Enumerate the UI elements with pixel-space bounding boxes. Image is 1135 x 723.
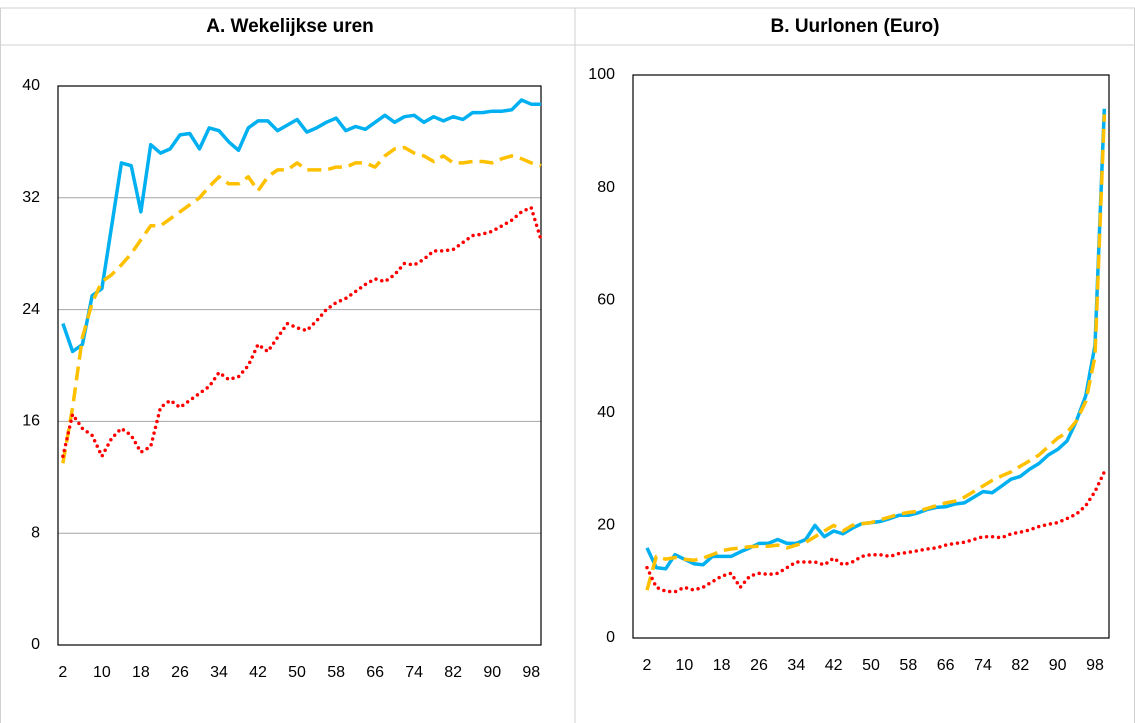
x-tick-label: 66 [366,664,384,681]
y-tick-label: 0 [31,636,40,653]
x-tick-label: 82 [1011,657,1029,674]
x-tick-label: 98 [522,664,540,681]
x-tick-label: 50 [288,664,306,681]
y-tick-label: 16 [22,413,40,430]
series-line [645,470,1107,594]
series-line [61,145,542,464]
x-tick-label: 2 [58,664,67,681]
y-tick-label: 40 [597,404,615,421]
y-tick-label: 80 [597,179,615,196]
x-tick-label: 90 [1049,657,1067,674]
series-line [61,205,543,459]
series-line [645,108,1107,571]
x-tick-label: 42 [825,657,843,674]
x-tick-label: 90 [483,664,501,681]
series-line [61,98,541,354]
x-tick-label: 98 [1086,657,1104,674]
x-tick-label: 18 [713,657,731,674]
x-tick-label: 74 [405,664,423,681]
x-tick-label: 2 [643,657,652,674]
x-tick-label: 58 [327,664,345,681]
y-tick-label: 60 [597,291,615,308]
y-tick-label: 32 [22,189,40,206]
x-tick-label: 50 [862,657,880,674]
plot-frame [57,85,542,646]
x-tick-label: 66 [937,657,955,674]
x-tick-label: 18 [132,664,150,681]
x-tick-label: 34 [210,664,228,681]
x-tick-label: 82 [444,664,462,681]
x-tick-label: 42 [249,664,267,681]
y-tick-label: 24 [22,301,40,318]
x-tick-label: 58 [899,657,917,674]
series-line [645,114,1107,591]
x-tick-label: 74 [974,657,992,674]
x-tick-label: 34 [787,657,805,674]
y-tick-label: 0 [606,629,615,646]
panel-title: A. Wekelijkse uren [206,16,374,37]
plot-frame [632,74,1110,639]
y-tick-label: 8 [31,524,40,541]
x-tick-label: 10 [675,657,693,674]
x-tick-label: 10 [93,664,111,681]
x-tick-label: 26 [750,657,768,674]
y-tick-label: 40 [22,77,40,94]
y-tick-label: 100 [588,66,615,83]
panel-title: B. Uurlonen (Euro) [771,16,940,37]
x-tick-label: 26 [171,664,189,681]
y-tick-label: 20 [597,517,615,534]
